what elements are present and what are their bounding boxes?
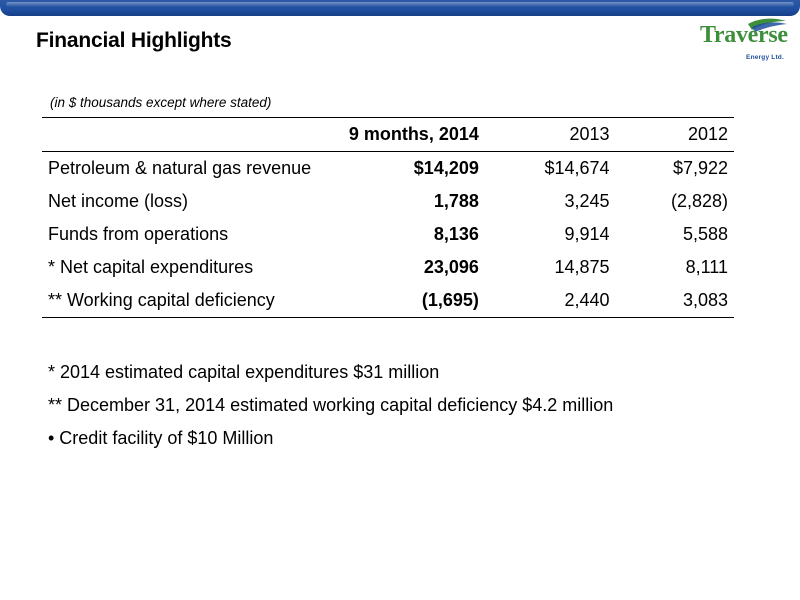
cell-2012: 8,111: [685, 257, 728, 277]
leaf-swoosh-icon: [748, 18, 787, 32]
note-capex: * 2014 estimated capital expenditures $3…: [48, 362, 440, 382]
row-label: * Net capital expenditures: [48, 257, 254, 277]
cell-2014: 23,096: [423, 257, 479, 277]
table-row: ** Working capital deficiency (1,695) 2,…: [42, 284, 734, 318]
header-bar: [0, 0, 800, 16]
header-2012: 2012: [687, 124, 728, 144]
row-label: ** Working capital deficiency: [48, 290, 275, 310]
header-label: [42, 118, 343, 152]
table-row: * Net capital expenditures 23,096 14,875…: [42, 251, 734, 284]
company-logo: Traverse Energy Ltd.: [692, 18, 790, 62]
cell-2014: 1,788: [433, 191, 479, 211]
header-bar-highlight: [6, 2, 794, 7]
table-header-row: 9 months, 2014 2013 2012: [42, 117, 734, 152]
units-note: (in $ thousands except where stated): [50, 95, 272, 110]
cell-2012: 3,083: [682, 290, 728, 310]
table-row: Net income (loss) 1,788 3,245 (2,828): [42, 185, 734, 218]
cell-2013: 3,245: [564, 191, 610, 211]
cell-2012: (2,828): [670, 191, 728, 211]
row-label: Petroleum & natural gas revenue: [48, 158, 312, 178]
cell-2014: 8,136: [433, 224, 479, 244]
row-label: Net income (loss): [48, 191, 189, 211]
financial-table: 9 months, 2014 2013 2012 Petroleum & nat…: [42, 117, 734, 318]
header-2013: 2013: [569, 124, 610, 144]
cell-2012: $7,922: [672, 158, 728, 178]
cell-2014: $14,209: [413, 158, 479, 178]
cell-2013: $14,674: [544, 158, 610, 178]
table-row: Funds from operations 8,136 9,914 5,588: [42, 218, 734, 251]
note-working-capital: ** December 31, 2014 estimated working c…: [48, 395, 614, 415]
cell-2013: 9,914: [564, 224, 610, 244]
cell-2013: 14,875: [554, 257, 610, 277]
row-label: Funds from operations: [48, 224, 229, 244]
logo-subtitle: Energy Ltd.: [746, 54, 784, 61]
page-title: Financial Highlights: [36, 29, 232, 52]
logo-wordmark: Traverse: [700, 22, 788, 48]
note-credit-facility: • Credit facility of $10 Million: [48, 428, 274, 448]
notes-list: * 2014 estimated capital expenditures $3…: [48, 360, 613, 459]
table-row: Petroleum & natural gas revenue $14,209 …: [42, 152, 734, 186]
cell-2013: 2,440: [564, 290, 610, 310]
header-2014: 9 months, 2014: [348, 124, 479, 144]
cell-2014: (1,695): [421, 290, 479, 310]
cell-2012: 5,588: [682, 224, 728, 244]
